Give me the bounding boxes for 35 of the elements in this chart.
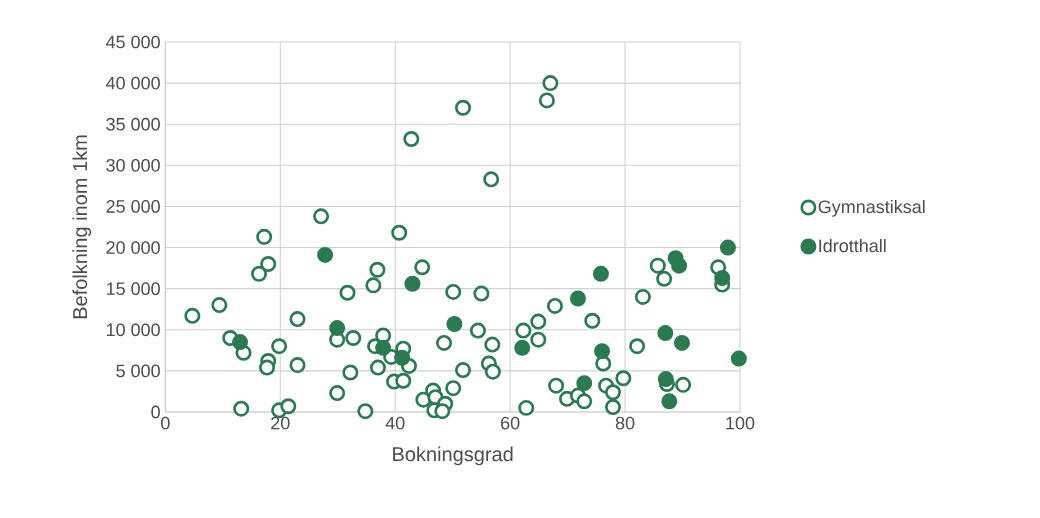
point (661, 393, 678, 410)
y-tick-label: 0 (151, 405, 160, 419)
point (719, 239, 736, 256)
point (673, 334, 690, 351)
point (594, 343, 611, 360)
y-tick-label: 30 000 (106, 158, 160, 172)
x-axis-title: Bokningsgrad (393, 446, 513, 466)
point (592, 265, 609, 282)
y-tick-label: 5 000 (116, 364, 160, 378)
y-tick-label: 25 000 (106, 200, 160, 213)
point (657, 325, 674, 342)
x-tick-label: 40 (385, 416, 405, 430)
point (569, 290, 586, 307)
point (514, 339, 531, 356)
legend-label: Idrotthall (819, 238, 886, 253)
y-tick-label: 45 000 (106, 35, 160, 49)
point (730, 350, 747, 367)
y-axis-title: Befolkning inom 1km (72, 135, 92, 319)
point (404, 275, 421, 292)
x-tick-label: 20 (271, 416, 290, 430)
y-tick-label: 15 000 (106, 282, 160, 296)
y-tick-label: 40 000 (106, 76, 160, 90)
y-tick-label: 10 000 (106, 323, 160, 337)
point (671, 257, 688, 274)
x-tick-label: 80 (615, 416, 635, 430)
point (446, 316, 463, 333)
legend-label: Gymnastiksal (818, 199, 925, 217)
x-tick-label: 100 (726, 416, 755, 430)
point (657, 371, 674, 388)
x-tick-label: 60 (501, 416, 520, 430)
x-tick-label: 0 (161, 416, 170, 430)
y-tick-label: 20 000 (106, 241, 160, 254)
point (576, 375, 593, 392)
y-tick-label: 35 000 (106, 117, 160, 131)
point (317, 246, 334, 263)
